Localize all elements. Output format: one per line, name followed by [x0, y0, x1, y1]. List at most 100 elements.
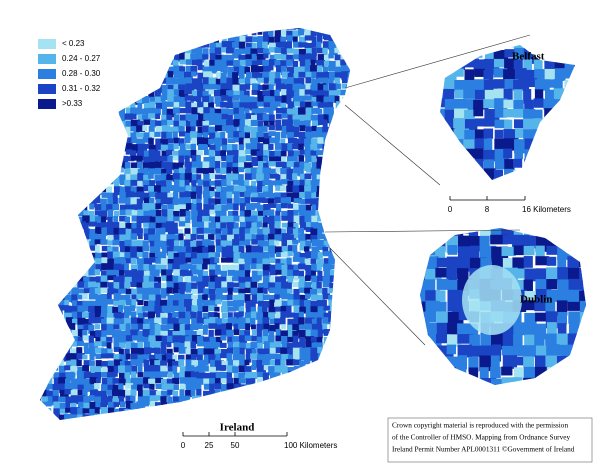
area-cell [40, 336, 44, 342]
area-cell [82, 300, 92, 308]
area-cell [64, 150, 75, 159]
area-cell [232, 353, 242, 361]
area-cell [553, 79, 563, 92]
area-cell [322, 377, 328, 384]
area-cell [263, 144, 273, 154]
area-cell [533, 149, 545, 161]
area-cell [34, 162, 39, 170]
area-cell [208, 198, 216, 204]
area-cell [46, 348, 57, 358]
area-cell [35, 131, 40, 139]
area-cell [251, 60, 259, 70]
area-cell [250, 396, 259, 404]
area-cell [41, 239, 49, 246]
area-cell [329, 131, 338, 140]
area-cell [125, 383, 134, 389]
area-cell [173, 257, 180, 266]
area-cell [125, 378, 134, 386]
area-cell [269, 28, 278, 30]
area-cell [143, 192, 151, 199]
area-cell [191, 59, 199, 66]
area-cell [347, 227, 350, 237]
area-cell [329, 48, 338, 56]
area-cell [287, 299, 295, 307]
area-cell [214, 276, 222, 283]
area-cell [354, 241, 361, 250]
area-cell [119, 234, 127, 243]
area-cell [233, 383, 240, 389]
area-cell [40, 29, 43, 35]
area-cell [334, 35, 341, 43]
area-cell [311, 173, 322, 181]
area-cell [269, 102, 278, 111]
area-cell [304, 191, 314, 200]
area-cell [274, 396, 281, 405]
area-cell [353, 349, 362, 354]
area-cell [221, 174, 228, 180]
area-cell [30, 173, 39, 179]
area-cell [341, 359, 348, 368]
area-cell [474, 138, 485, 150]
area-cell [310, 222, 319, 229]
area-cell [317, 216, 327, 222]
area-cell [305, 336, 314, 343]
area-cell [263, 323, 270, 333]
area-cell [268, 29, 274, 38]
area-cell [196, 372, 207, 382]
area-cell [567, 256, 580, 270]
area-cell [167, 227, 175, 237]
area-cell [280, 252, 290, 258]
area-cell [274, 323, 280, 330]
area-cell [40, 276, 44, 285]
area-cell [143, 30, 150, 37]
area-cell [130, 353, 139, 362]
area-cell [440, 98, 449, 108]
area-cell [119, 72, 128, 79]
area-cell [196, 168, 206, 174]
area-cell [190, 341, 197, 349]
area-cell [76, 185, 84, 194]
area-cell [82, 365, 90, 372]
area-cell [298, 155, 305, 164]
area-cell [262, 156, 269, 164]
area-cell [131, 294, 139, 302]
area-cell [167, 215, 174, 225]
area-cell [119, 360, 127, 370]
area-cell [52, 132, 59, 142]
area-cell [143, 275, 152, 285]
area-cell [136, 221, 142, 230]
area-cell [47, 113, 53, 121]
area-cell [89, 353, 95, 361]
area-cell [106, 221, 114, 230]
area-cell [281, 269, 288, 280]
area-cell [268, 413, 276, 419]
area-cell [70, 395, 79, 405]
area-cell [262, 210, 271, 216]
area-cell [251, 234, 258, 244]
area-cell [274, 150, 282, 157]
area-cell [190, 324, 199, 331]
area-cell [101, 263, 110, 271]
area-cell [523, 48, 535, 64]
area-cell [250, 149, 260, 156]
area-cell [40, 215, 46, 222]
area-cell [106, 342, 112, 352]
area-cell [564, 119, 575, 132]
area-cell [178, 299, 185, 309]
area-cell [130, 251, 139, 260]
area-cell [262, 306, 268, 314]
area-cell [316, 204, 324, 211]
area-cell [310, 150, 318, 159]
area-cell [250, 114, 258, 122]
area-cell [191, 186, 198, 192]
area-cell [191, 107, 200, 115]
area-cell [257, 29, 263, 35]
area-cell [268, 96, 275, 103]
area-cell [191, 180, 197, 188]
area-cell [347, 96, 350, 105]
area-cell [47, 246, 57, 254]
area-cell [166, 77, 175, 85]
area-cell [334, 228, 342, 234]
area-cell [88, 263, 96, 273]
area-cell [323, 114, 333, 124]
